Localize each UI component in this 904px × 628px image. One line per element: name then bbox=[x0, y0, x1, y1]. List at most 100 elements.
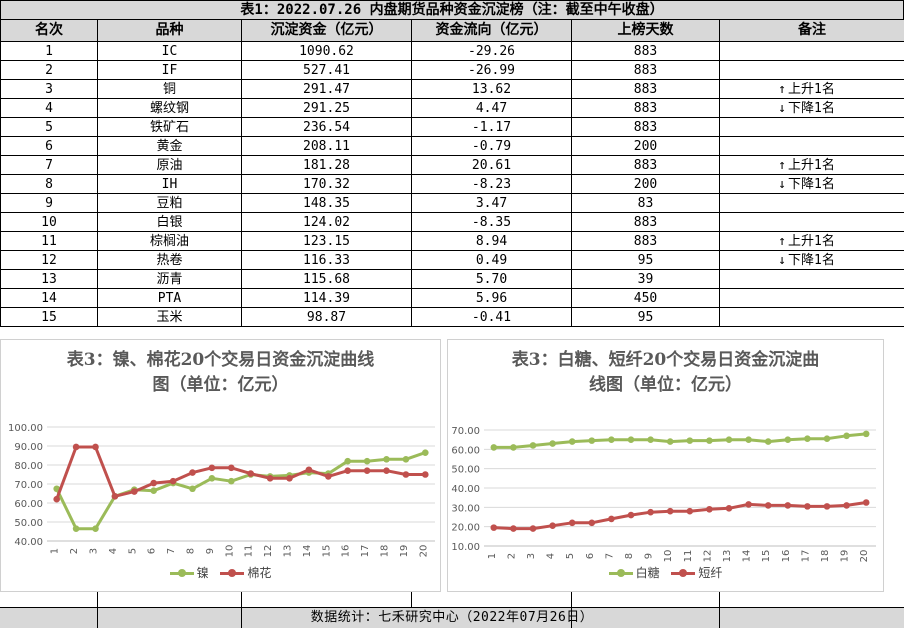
cell-days: 883 bbox=[571, 231, 720, 251]
data-point bbox=[150, 487, 157, 494]
x-tick-label: 8 bbox=[186, 548, 197, 554]
cell-note bbox=[719, 117, 904, 137]
data-point bbox=[764, 438, 772, 445]
x-tick-label: 6 bbox=[147, 548, 158, 554]
data-point bbox=[608, 515, 615, 523]
table-row: 15 玉米 98.87 -0.41 95 bbox=[0, 307, 904, 327]
col-header-capital: 沉淀资金（亿元） bbox=[241, 19, 412, 42]
cell-days: 95 bbox=[571, 250, 720, 270]
data-point bbox=[725, 505, 733, 512]
cell-days: 200 bbox=[571, 174, 720, 194]
data-point bbox=[804, 503, 811, 510]
cell-capital: 291.47 bbox=[241, 79, 412, 99]
cell-name: 热卷 bbox=[97, 250, 242, 270]
cell-capital: 291.25 bbox=[241, 98, 412, 118]
chart-title: 表3：镍、棉花20个交易日资金沉淀曲线 图（单位：亿元） bbox=[66, 350, 375, 395]
chart-sugar-fiber: 表3：白糖、短纤20个交易日资金沉淀曲 线图（单位：亿元） 10.00 20.00… bbox=[447, 339, 884, 592]
table-row: 2 IF 527.41 -26.99 883 bbox=[0, 60, 904, 80]
cell-days: 200 bbox=[571, 136, 720, 156]
series-line-2 bbox=[55, 445, 426, 500]
cell-days: 883 bbox=[571, 41, 720, 61]
cell-capital: 98.87 bbox=[241, 307, 412, 327]
cell-capital: 124.02 bbox=[241, 212, 412, 232]
col-header-name: 品种 bbox=[97, 19, 242, 42]
y-tick-label: 60.00 bbox=[14, 499, 43, 510]
table-row: 13 沥青 115.68 5.70 39 bbox=[0, 269, 904, 289]
note-text: 下降1名 bbox=[788, 252, 835, 268]
data-point bbox=[72, 525, 80, 532]
x-tick-label: 15 bbox=[321, 545, 332, 558]
x-tick-label: 10 bbox=[224, 545, 235, 558]
data-point bbox=[189, 485, 196, 493]
cell-rank: 1 bbox=[0, 41, 98, 61]
cell-name: IH bbox=[97, 174, 242, 194]
series-line-1 bbox=[493, 432, 867, 449]
data-point bbox=[666, 438, 674, 445]
cell-capital: 1090.62 bbox=[241, 41, 412, 61]
data-point bbox=[402, 456, 410, 463]
x-tick-label: 1 bbox=[487, 553, 498, 559]
data-point bbox=[784, 502, 792, 509]
cell-days: 39 bbox=[571, 269, 720, 289]
x-tick-label: 18 bbox=[820, 550, 831, 563]
cell-note: ↓ 下降1名 bbox=[719, 174, 904, 194]
arrow-up-icon: ↑ bbox=[778, 157, 786, 173]
footer: 数据统计：七禾研究中心（2022年07月26日） bbox=[0, 607, 904, 628]
data-point bbox=[189, 469, 196, 476]
x-tick-label: 9 bbox=[205, 548, 216, 554]
data-point bbox=[111, 493, 119, 500]
data-point bbox=[549, 440, 556, 447]
data-point bbox=[568, 519, 576, 527]
table-row: 12 热卷 116.33 0.49 95 ↓ 下降1名 bbox=[0, 250, 904, 270]
x-tick-label: 7 bbox=[604, 553, 615, 559]
data-point bbox=[510, 525, 517, 532]
y-tick-label: 70.00 bbox=[451, 426, 480, 437]
cell-rank: 13 bbox=[0, 269, 98, 289]
y-tick-label: 80.00 bbox=[14, 461, 43, 472]
arrow-up-icon: ↑ bbox=[778, 233, 786, 249]
data-point bbox=[647, 508, 654, 516]
table-row: 1 IC 1090.62 -29.26 883 bbox=[0, 41, 904, 61]
x-tick-label: 14 bbox=[302, 545, 313, 558]
data-point bbox=[490, 444, 498, 451]
cell-capital: 123.15 bbox=[241, 231, 412, 251]
cell-note: ↓ 下降1名 bbox=[719, 98, 904, 118]
x-tick-label: 4 bbox=[108, 548, 119, 554]
data-point bbox=[363, 457, 371, 465]
cell-note bbox=[719, 41, 904, 61]
chart-nickel-cotton: 表3：镍、棉花20个交易日资金沉淀曲线 图（单位：亿元） 40.00 50.00 6… bbox=[0, 339, 441, 592]
data-point bbox=[666, 507, 674, 515]
col-header-flow: 资金流向（亿元） bbox=[411, 19, 572, 42]
cell-name: IC bbox=[97, 41, 242, 61]
cell-name: 原油 bbox=[97, 155, 242, 175]
cell-capital: 208.11 bbox=[241, 136, 412, 156]
data-point bbox=[266, 475, 274, 482]
table-row: 11 棕榈油 123.15 8.94 883 ↑ 上升1名 bbox=[0, 231, 904, 251]
x-tick-label: 16 bbox=[341, 545, 352, 558]
cell-name: 铁矿石 bbox=[97, 117, 242, 137]
x-tick-label: 16 bbox=[781, 550, 792, 563]
cell-note bbox=[719, 136, 904, 156]
cell-rank: 4 bbox=[0, 98, 98, 118]
cell-flow: -8.23 bbox=[411, 174, 572, 194]
data-point bbox=[383, 467, 390, 474]
data-point bbox=[843, 502, 850, 509]
cell-rank: 9 bbox=[0, 193, 98, 213]
data-point bbox=[725, 436, 733, 443]
data-point bbox=[92, 525, 99, 532]
note-text: 上升1名 bbox=[788, 81, 835, 97]
cell-name: 沥青 bbox=[97, 269, 242, 289]
x-tick-label: 11 bbox=[683, 550, 694, 563]
data-point bbox=[764, 502, 772, 509]
data-point bbox=[823, 435, 831, 442]
data-point bbox=[627, 511, 635, 519]
data-point bbox=[745, 436, 752, 443]
note-text: 下降1名 bbox=[788, 100, 835, 116]
cell-flow: 5.96 bbox=[411, 288, 572, 308]
legend-item-fiber: 短纤 bbox=[671, 564, 722, 581]
data-point bbox=[529, 442, 537, 449]
data-point bbox=[608, 436, 615, 443]
y-tick-label: 50.00 bbox=[14, 518, 43, 529]
data-point bbox=[549, 522, 556, 529]
